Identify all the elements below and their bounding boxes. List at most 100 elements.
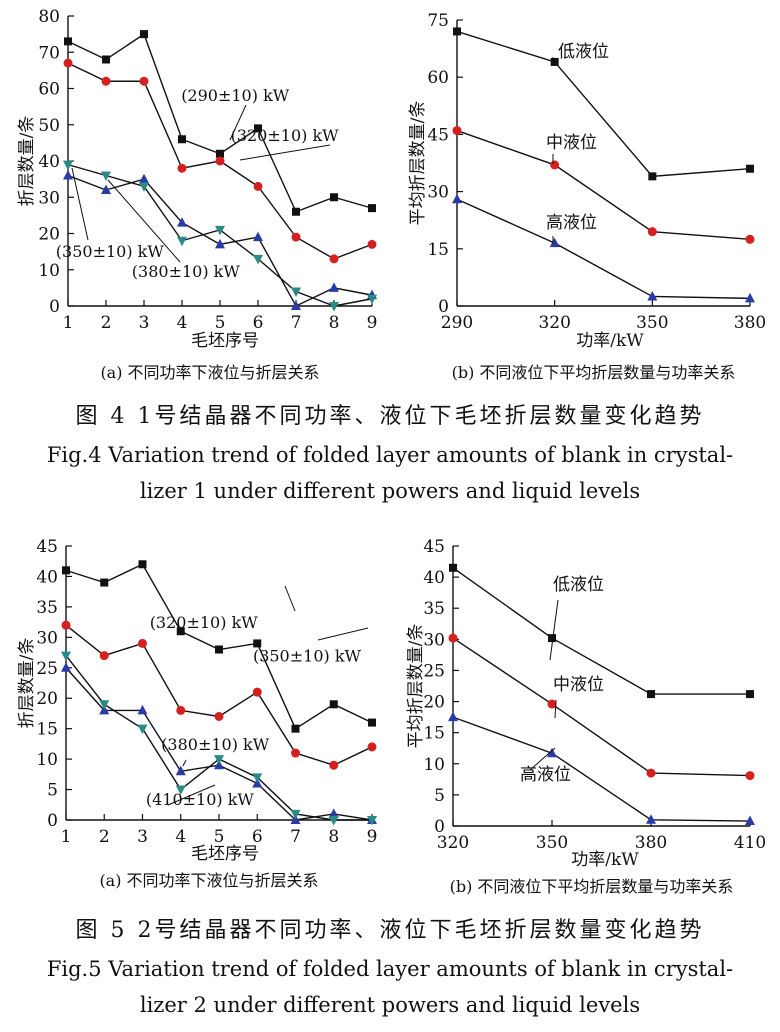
fig5a-xtick-label: 4: [175, 827, 186, 847]
fig4b-series-1-point-3: [746, 164, 754, 173]
fig4b-chart: 0 15 30 45 60 75 290 320 350 380 功率/kW 平均折层数量/条 (b) …: [408, 11, 766, 382]
fig5a-xtick-label: 5: [214, 827, 225, 847]
fig5a-xtick-label: 3: [137, 827, 148, 847]
fig4a-xtick-label: 5: [215, 313, 226, 333]
fig4a-annotation-leader-3: [71, 167, 89, 241]
fig5b-caption: (b) 不同液位下平均折层数量与功率关系: [450, 877, 734, 896]
fig4a-series-3-point-1: [101, 184, 111, 194]
fig5b-series-2: [448, 633, 755, 781]
fig5b-series-3-point-3: [745, 815, 755, 826]
fig4a-series-1-line: [67, 33, 373, 213]
fig4b-series-2-point-2: [647, 227, 657, 237]
fig4a-series-3-point-7: [329, 282, 339, 292]
fig5a-series-1-point-5: [253, 639, 262, 648]
fig4a-series-2-point-0: [63, 58, 73, 68]
fig4a-xtick-label: 2: [101, 313, 112, 333]
fig4a-series-4-point-2: [139, 182, 149, 192]
fig5a-series-4-point-1: [99, 700, 110, 710]
fig4b-series-2-label: 中液位: [546, 133, 597, 153]
fig5b-series-3-point-1: [547, 747, 557, 758]
fig4b-ytick-label: 15: [427, 240, 449, 260]
fig5b-ytick-label: 0: [434, 817, 445, 837]
fig4a-series-1-point-3: [178, 135, 186, 144]
fig4a-series-3-point-5: [253, 231, 263, 242]
fig4a-ytick-label: 20: [38, 225, 60, 245]
fig4a-series-2-point-1: [101, 76, 111, 86]
fig4a-series-2-point-3: [177, 163, 187, 173]
fig5a-xtick-label: 7: [290, 827, 301, 847]
fig5b-series-3-point-0: [448, 711, 458, 722]
fig4a-ytick-label: 10: [38, 261, 60, 281]
fig4a-caption: (a) 不同功率下液位与折层关系: [100, 363, 319, 382]
fig5a-series-1-point-6: [291, 724, 300, 733]
fig4a-series-1-point-8: [368, 204, 376, 213]
fig4a-ytick-label: 60: [38, 80, 60, 100]
fig4b-series-2-point-0: [452, 126, 462, 136]
fig4a-series-2-point-8: [367, 239, 377, 249]
fig5b-ytick-label: 15: [423, 724, 445, 744]
fig5a-ytick-label: 25: [36, 659, 58, 679]
fig4b-series-3-point-0: [452, 193, 462, 204]
fig4b-xlabel: 功率/kW: [576, 331, 644, 351]
fig5a-series-2-point-3: [176, 705, 186, 715]
fig4a-series-3-point-6: [291, 300, 301, 310]
fig4a-ytick-label: 40: [38, 152, 60, 172]
fig5a-series-4-point-0: [61, 651, 71, 662]
fig5a-series-1-point-7: [329, 700, 338, 709]
fig5a-ytick-label: 0: [47, 811, 58, 831]
fig5a-series-4-point-5: [252, 773, 263, 783]
fig4a-annotation-leader-1: [229, 104, 247, 141]
fig5a-ytick-label: 40: [36, 567, 58, 587]
fig5b-series-2-point-1: [547, 699, 557, 709]
fig4a-series-4-point-7: [329, 302, 339, 312]
fig5a-annotation-leader-2: [317, 627, 369, 641]
fig4b-series-1-point-2: [648, 172, 657, 181]
fig5a-series-2-point-7: [329, 760, 339, 770]
fig4a-series-3: [63, 170, 377, 310]
fig4b-series-3-point-3: [745, 292, 755, 303]
fig4b-series-2-line: [456, 129, 751, 240]
fig4b-series-1-label: 低液位: [558, 42, 609, 62]
fig5a-annotation-leader-1: [284, 585, 296, 612]
fig5b-series-2-point-2: [646, 768, 656, 778]
fig4b-xtick-label: 320: [538, 313, 570, 333]
fig5a-series-1-point-3: [176, 627, 185, 636]
fig5a-series-4-point-4: [214, 755, 224, 765]
fig5a-ylabel: 折层数量/条: [17, 638, 37, 729]
fig4a-series-1-point-1: [102, 55, 110, 64]
fig4b-xtick-label: 290: [441, 313, 473, 333]
fig4a-series-4-point-3: [177, 236, 187, 247]
fig4a-series-1-point-7: [330, 193, 338, 202]
fig4a-xtick-label: 6: [253, 313, 264, 333]
fig4b-series-3-point-1: [549, 237, 560, 248]
fig4a-annotation-4: (380±10) kW: [132, 262, 241, 281]
fig4a-series-4-point-6: [291, 287, 301, 297]
fig5-caption-en-1: Fig.5 Variation trend of folded layer am…: [46, 957, 734, 981]
fig4b-ytick-label: 60: [427, 68, 449, 88]
fig5a-ytick-label: 5: [47, 781, 58, 801]
fig4a-ytick-label: 50: [38, 116, 60, 136]
fig4b-series-3-line: [456, 198, 751, 300]
fig4b-series-3-point-2: [647, 290, 658, 301]
fig4b-series-1: [453, 27, 754, 181]
fig4a-annotation-2: (320±10) kW: [231, 126, 340, 145]
fig4a-annotation-leader-4: [107, 179, 181, 263]
fig4a-series-1-point-4: [216, 149, 224, 158]
fig4a-series-3-point-3: [177, 217, 187, 227]
fig5a-xlabel: 毛坯序号: [191, 844, 259, 864]
fig4a-xtick-label: 9: [367, 313, 378, 333]
fig4b-series-1-point-1: [550, 57, 559, 66]
fig5a-caption: (a) 不同功率下液位与折层关系: [99, 871, 318, 890]
fig5a-annotation-4: (410±10) kW: [146, 790, 255, 809]
fig4a-series-1: [64, 30, 376, 216]
fig4a-ytick-label: 70: [38, 43, 60, 63]
fig5b-xtick-label: 410: [734, 833, 766, 853]
fig5a-xtick-label: 8: [328, 827, 339, 847]
fig4a-xlabel: 毛坯序号: [191, 331, 259, 351]
fig5a-series-3-point-7: [328, 808, 339, 818]
fig5a-annotation-3: (380±10) kW: [161, 735, 270, 754]
fig4b-series-3: [452, 193, 755, 303]
fig5b-series-3: [448, 711, 755, 826]
fig5a-ytick-label: 35: [36, 598, 58, 618]
fig5b-xlabel: 功率/kW: [571, 850, 639, 870]
